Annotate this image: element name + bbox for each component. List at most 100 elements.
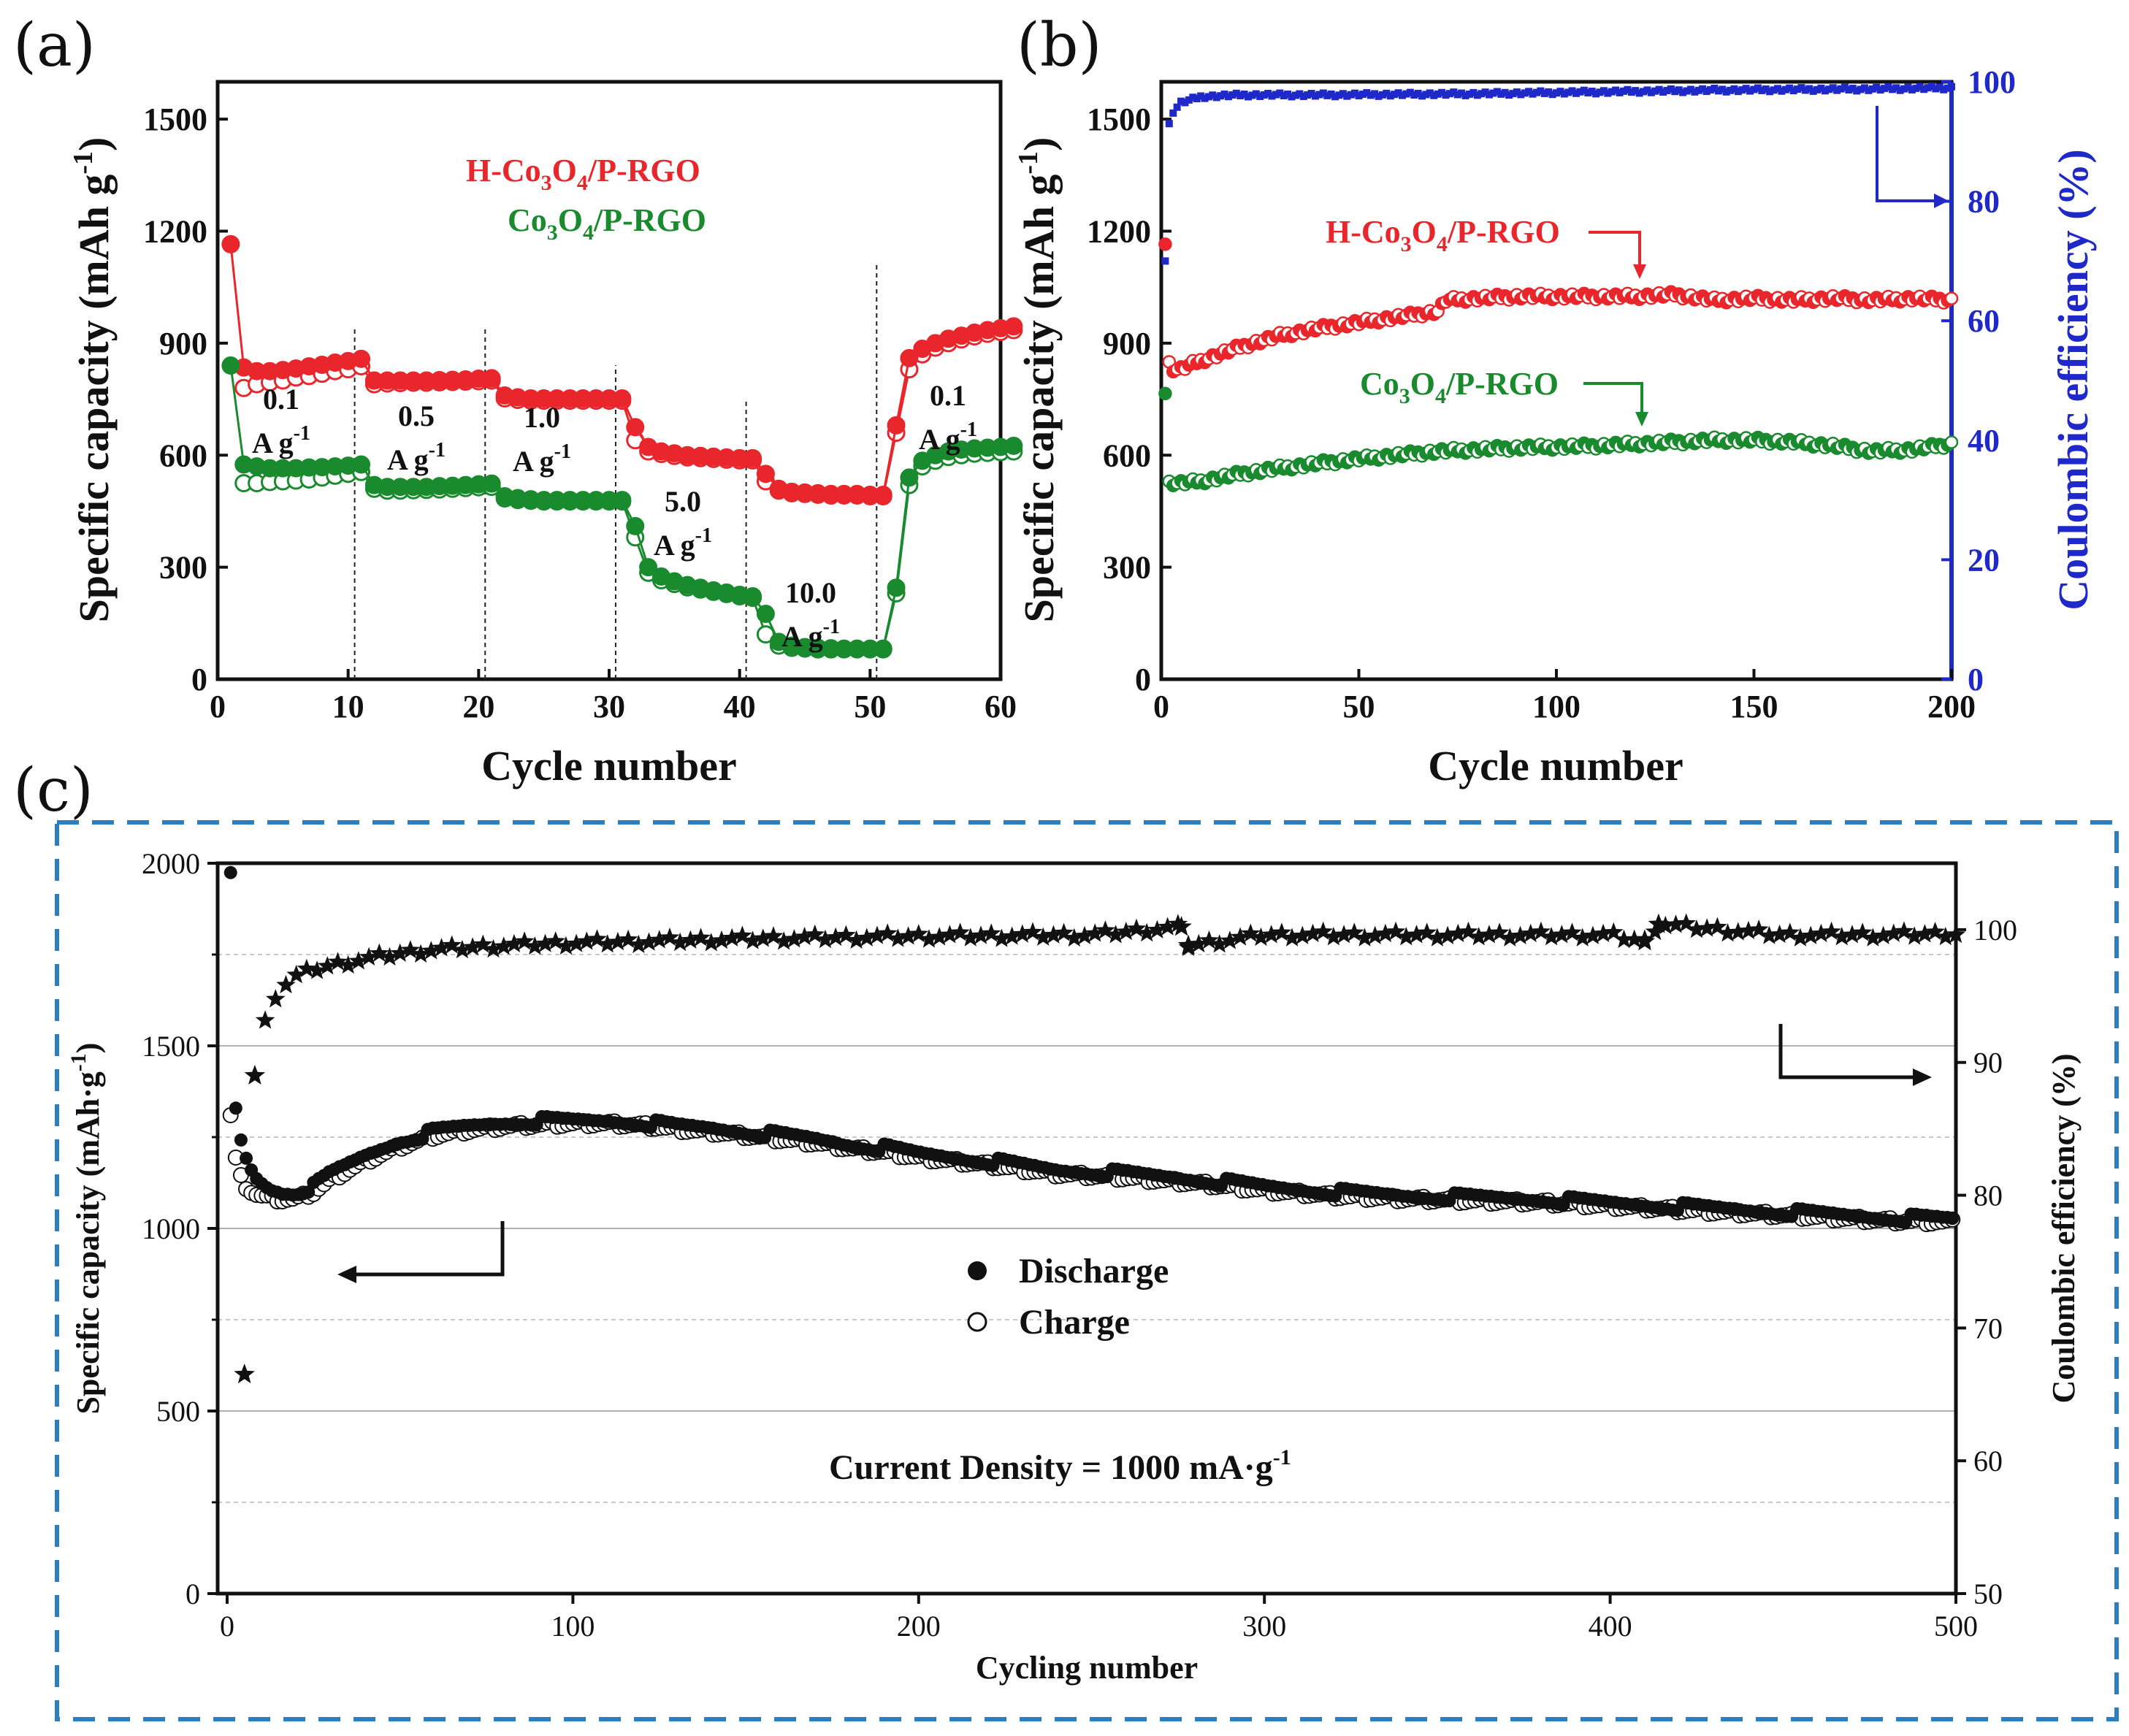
panel-c-x-tick-label: 0: [220, 1610, 234, 1643]
panel-c-ce-point: [400, 940, 421, 959]
panel-b-ce-point: [1220, 91, 1228, 99]
panel-c-gridlines: [218, 954, 1956, 1503]
panel-c-ce-point: [1935, 927, 1956, 946]
panel-c-ce-point: [805, 924, 825, 944]
panel-b-ce-point: [1335, 91, 1343, 99]
panel-c-ce-point: [318, 956, 337, 975]
panel-c-y-tick-label: 1500: [142, 1030, 200, 1063]
panel-b-plot-frame: [1159, 80, 1954, 681]
panel-c-y-tick-label: 1000: [142, 1212, 200, 1245]
panel-b-ce-point: [1232, 89, 1240, 97]
panel-c-ce-point: [1863, 928, 1883, 947]
panel-b-ce-point: [1489, 89, 1497, 97]
panel-b-ce-point: [1296, 90, 1304, 98]
panel-b-ce-point: [1465, 90, 1473, 98]
panel-b-ce-point: [1932, 85, 1940, 93]
panel-c-legend-charge-marker: [967, 1312, 987, 1332]
panel-c-ce-point: [1334, 925, 1354, 944]
panel-b-capacity-point-1: [1944, 435, 1959, 449]
panel-b-ce-point: [1627, 88, 1635, 96]
panel-b-ce-point: [1402, 90, 1410, 98]
panel-c-ce-point: [307, 960, 327, 979]
panel-c-ce-point: [618, 929, 638, 949]
panel-c-ce-point: [1261, 925, 1281, 944]
panel-b-ce-point: [1940, 85, 1948, 93]
panel-b-ce-point: [1924, 84, 1932, 92]
panel-a-discharge-point: [1004, 317, 1023, 336]
panel-b-ce-point: [1304, 91, 1312, 99]
panel-b-ce-point: [1224, 93, 1232, 101]
panel-b-ce-point: [1683, 87, 1691, 95]
panel-c-ce-point: [1811, 923, 1831, 943]
panel-b-ce-point: [1560, 90, 1568, 98]
panel-c-ce-point: [380, 947, 400, 966]
panel-c-dashed-border: [55, 820, 2119, 1721]
panel-b-ce-point: [1766, 88, 1774, 96]
panel-c-y2-tick-label: 70: [1973, 1312, 2003, 1345]
panel-a-x-tick-label: 40: [724, 689, 756, 724]
panel-b-y2-tick-label: 100: [1968, 64, 2016, 100]
panel-b-ce-point: [1315, 91, 1323, 99]
panel-b-ce-point: [1568, 87, 1576, 95]
panel-c-ce-point: [442, 935, 462, 954]
panel-c-ce-point: [1884, 923, 1904, 942]
panel-c-ce-point: [266, 989, 286, 1008]
panel-c-ce-point: [1136, 922, 1157, 942]
panel-c-ce-point: [1085, 923, 1105, 942]
panel-c-ce-point: [1800, 925, 1821, 944]
panel-c-ce-point: [608, 931, 628, 951]
panel-c-ce-point: [1096, 920, 1115, 939]
panel-c-ce-point: [1686, 919, 1707, 938]
panel-b-ce-point: [1450, 88, 1458, 96]
panel-b-ce-point: [1667, 85, 1675, 93]
panel-b-ce-point: [1537, 87, 1545, 95]
panel-c-discharge-point: [229, 1101, 242, 1115]
panel-c-ce-point: [815, 929, 836, 949]
panel-a-discharge-point: [482, 474, 501, 493]
panel-c-ce-point: [1177, 934, 1199, 955]
panel-a-x-tick-label: 0: [210, 689, 226, 724]
panel-c-ce-point: [297, 958, 317, 978]
panel-b-ce-point: [1935, 83, 1943, 91]
panel-a-discharge-point: [1004, 436, 1023, 455]
panel-a-rate-unit: A g-1: [781, 616, 840, 653]
panel-b-ce-point: [1371, 90, 1379, 98]
panel-c-ce-point: [701, 933, 722, 952]
panel-c-ce-point: [514, 931, 535, 950]
panel-b-x-tick-label: 150: [1730, 689, 1778, 724]
panel-c-ce-point: [348, 951, 369, 970]
panel-a-x-tick-label: 20: [462, 689, 494, 724]
panel-c-ce-point: [877, 923, 898, 942]
panel-a-rate-unit: A g-1: [513, 440, 571, 478]
panel-b-h-co3o4-pointer: [1589, 231, 1641, 269]
panel-c-y-tick-label: 500: [156, 1395, 200, 1428]
panel-a-plot-frame: [215, 80, 1003, 681]
panel-c-ce-point: [1479, 925, 1499, 944]
panel-c-ce-point: [919, 929, 939, 948]
panel-a-y-tick-label: 300: [159, 550, 207, 586]
panel-c-ce-point: [328, 952, 348, 971]
panel-b-ce-point: [1612, 86, 1620, 94]
panel-b-y-tick-label: 0: [1135, 662, 1151, 697]
panel-b-ce-point: [1426, 89, 1434, 97]
panel-b-ce-point: [1399, 91, 1407, 99]
panel-c-ce-point: [711, 930, 732, 949]
panel-b-ce-point: [1604, 89, 1612, 97]
panel-a-discharge-point: [756, 464, 775, 483]
panel-a-rate-value: 1.0: [524, 401, 560, 434]
panel-b-ce-point: [1272, 91, 1280, 99]
panel-b-ce-point: [1845, 86, 1853, 94]
panel-c-y2-tick-label: 50: [1973, 1578, 2003, 1610]
panel-b-ce-point: [1635, 89, 1643, 97]
panel-c-ce-point: [359, 947, 379, 966]
panel-b-y-axis-title: Specific capacity (mAh g-1): [1013, 137, 1063, 623]
panel-c-ce-point: [1697, 918, 1717, 937]
panel-c-discharge-point: [240, 1151, 253, 1165]
panel-b-label-co3o4: Co3O4/P-RGO: [1360, 366, 1559, 408]
panel-b-ce-point: [1161, 257, 1169, 265]
panel-a-legend-h-co3o4: H-Co3O4/P-RGO: [466, 153, 700, 195]
panel-b-ce-point: [1367, 91, 1375, 99]
panel-c-ce-point: [1541, 927, 1562, 946]
panel-c-ce-point: [1708, 917, 1727, 936]
panel-c-ce-point: [1718, 923, 1738, 942]
